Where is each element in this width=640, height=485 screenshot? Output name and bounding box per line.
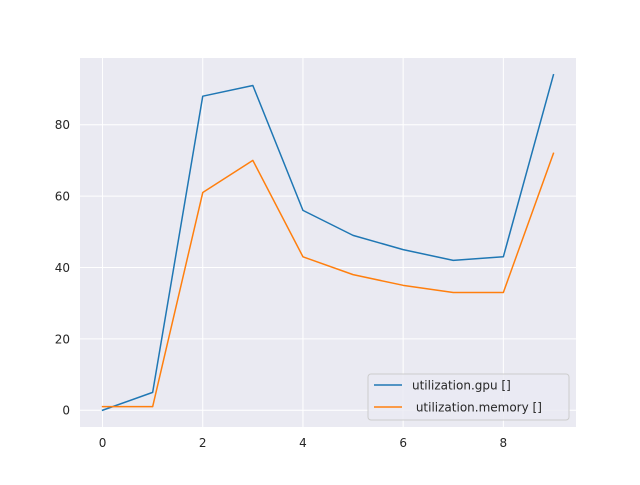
legend-label-gpu: utilization.gpu [] — [412, 379, 511, 393]
series-line-0 — [101, 73, 555, 412]
y-tick-label: 20 — [55, 332, 70, 346]
x-tick-label: 4 — [299, 436, 307, 450]
y-tick-label: 40 — [55, 261, 70, 275]
legend: utilization.gpu [] utilization.memory [] — [367, 373, 570, 421]
x-tick-label: 6 — [399, 436, 407, 450]
legend-label-memory: utilization.memory [] — [412, 401, 542, 415]
grid-lines — [80, 58, 576, 427]
legend-box — [367, 373, 570, 421]
y-tick-label: 0 — [62, 404, 70, 418]
series-lines — [101, 73, 555, 412]
x-tick-label: 2 — [199, 436, 207, 450]
x-tick-label: 8 — [500, 436, 508, 450]
plot-area-background — [80, 58, 576, 427]
y-tick-label: 80 — [55, 118, 70, 132]
y-tick-label: 60 — [55, 190, 70, 204]
x-tick-label: 0 — [99, 436, 107, 450]
series-line-1 — [101, 152, 555, 408]
